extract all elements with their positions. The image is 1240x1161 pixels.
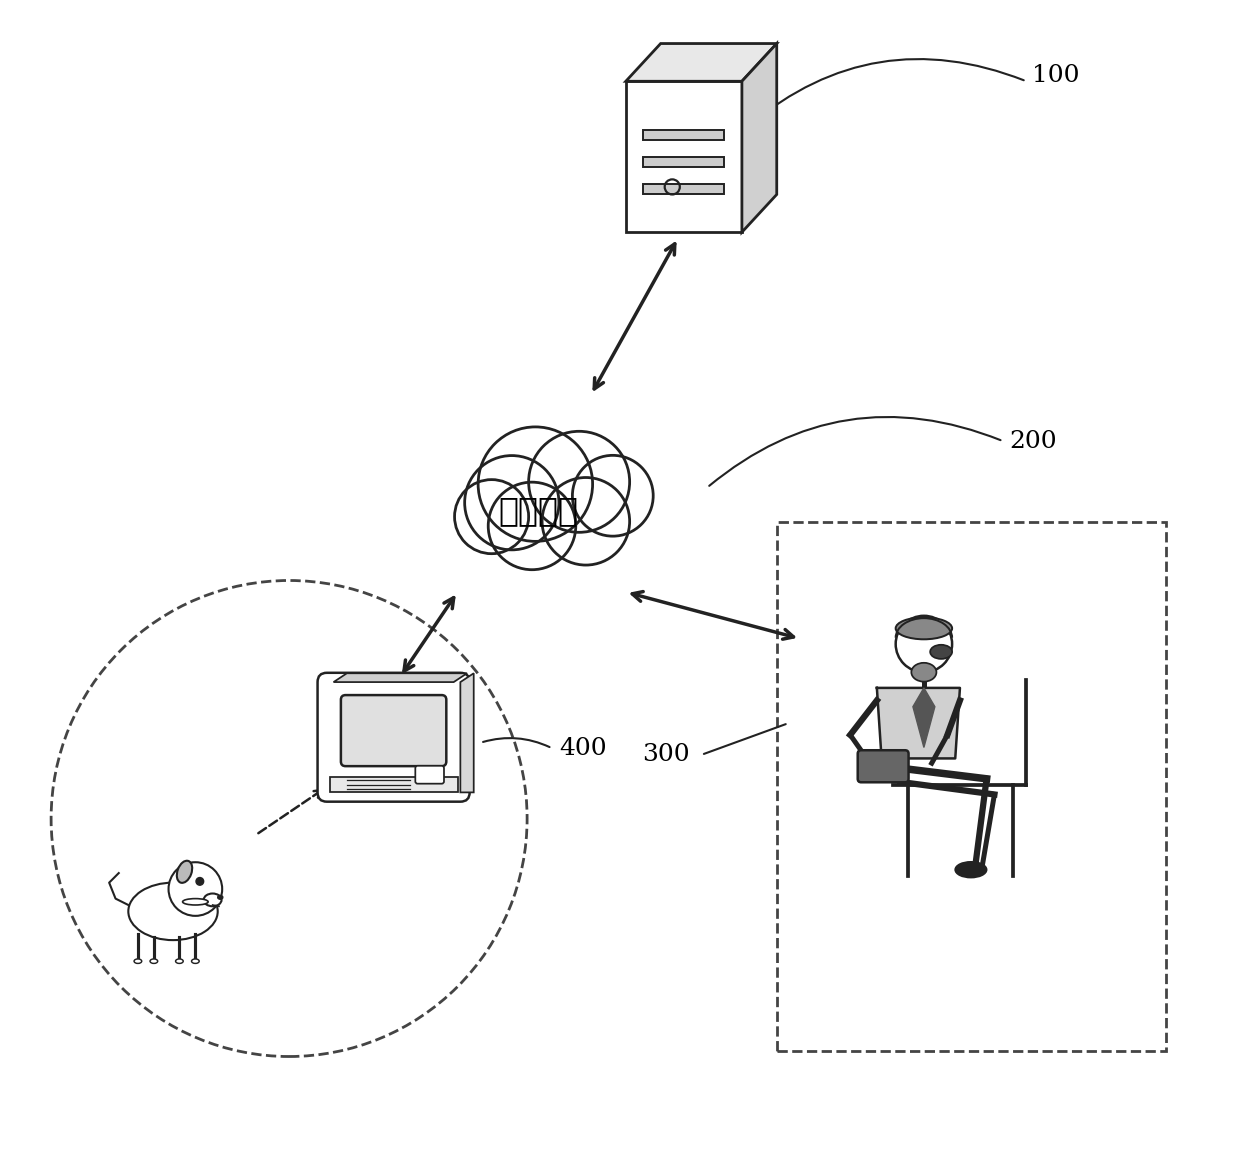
Circle shape: [465, 455, 559, 550]
Circle shape: [489, 482, 575, 570]
Ellipse shape: [218, 895, 223, 900]
Bar: [644, 130, 724, 140]
Ellipse shape: [134, 959, 141, 964]
Circle shape: [895, 615, 952, 672]
FancyBboxPatch shape: [858, 750, 909, 783]
Polygon shape: [626, 44, 776, 81]
Polygon shape: [877, 687, 960, 758]
Text: 云端网络: 云端网络: [498, 495, 579, 527]
Circle shape: [542, 477, 630, 565]
Circle shape: [479, 427, 593, 541]
Bar: [330, 777, 458, 792]
Circle shape: [196, 878, 203, 885]
Bar: [776, 522, 1166, 1051]
Polygon shape: [334, 673, 467, 683]
Ellipse shape: [895, 618, 952, 640]
Bar: [644, 183, 724, 194]
Text: 300: 300: [642, 743, 689, 766]
Ellipse shape: [191, 959, 200, 964]
Ellipse shape: [955, 861, 987, 878]
Ellipse shape: [150, 959, 157, 964]
Text: 100: 100: [1032, 64, 1080, 87]
Polygon shape: [913, 687, 935, 748]
Ellipse shape: [911, 663, 936, 682]
Ellipse shape: [182, 899, 208, 906]
Ellipse shape: [176, 959, 184, 964]
Ellipse shape: [930, 644, 952, 659]
Circle shape: [528, 432, 630, 532]
Circle shape: [573, 455, 653, 536]
Text: 200: 200: [1009, 430, 1056, 453]
FancyBboxPatch shape: [626, 81, 742, 232]
Circle shape: [455, 479, 528, 554]
Ellipse shape: [203, 894, 222, 907]
FancyBboxPatch shape: [341, 695, 446, 766]
Text: 400: 400: [559, 737, 606, 759]
FancyBboxPatch shape: [317, 673, 470, 801]
Polygon shape: [460, 673, 474, 792]
Circle shape: [169, 863, 222, 916]
Bar: [644, 157, 724, 167]
Ellipse shape: [128, 882, 218, 940]
Ellipse shape: [177, 860, 192, 882]
FancyBboxPatch shape: [415, 766, 444, 784]
Polygon shape: [742, 44, 776, 232]
